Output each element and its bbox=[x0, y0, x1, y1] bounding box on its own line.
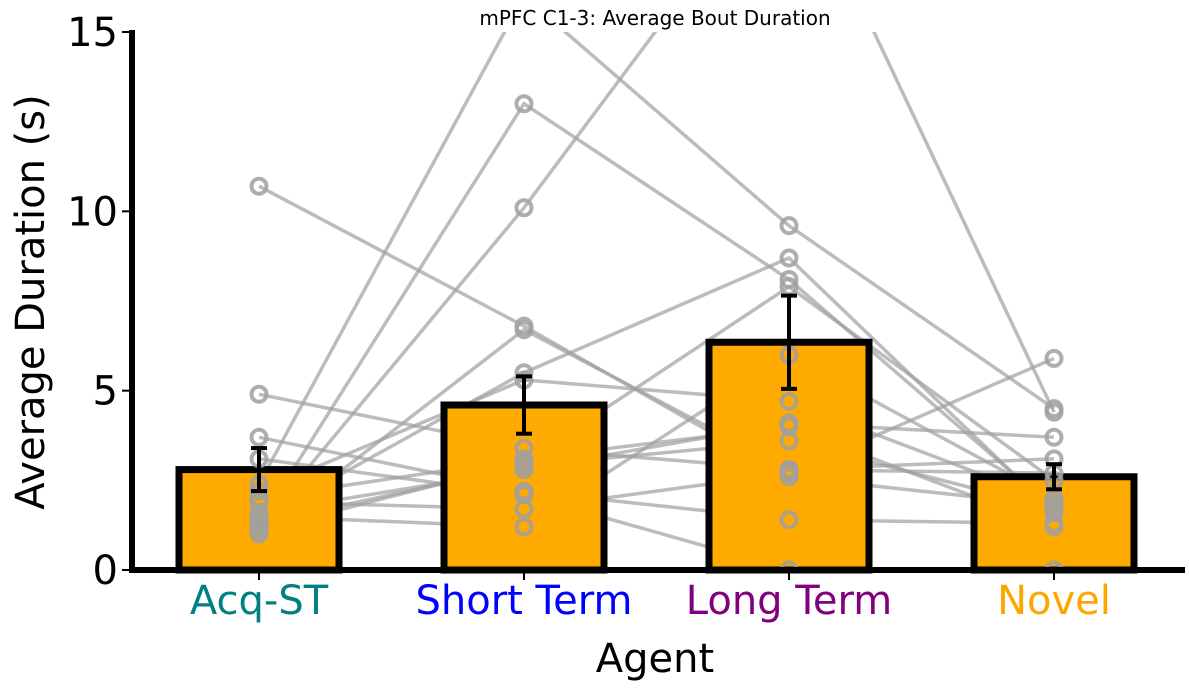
x-tick-label: Short Term bbox=[415, 578, 632, 624]
subject-line bbox=[258, 435, 1055, 526]
subject-point bbox=[249, 492, 269, 512]
subject-point bbox=[249, 521, 269, 541]
subject-point bbox=[1044, 499, 1064, 519]
subject-point bbox=[514, 499, 534, 519]
axes bbox=[129, 30, 1185, 573]
y-tick-label: 15 bbox=[67, 10, 118, 56]
error-bars bbox=[251, 293, 1062, 494]
subject-point bbox=[514, 198, 534, 218]
y-tick-label: 5 bbox=[93, 369, 118, 415]
subject-point bbox=[1044, 399, 1064, 419]
subject-point bbox=[249, 427, 269, 447]
x-ticks: Acq-ST Short Term Long Term Novel bbox=[190, 570, 1111, 624]
subject-point bbox=[779, 510, 799, 530]
subject-line bbox=[257, 32, 1056, 529]
y-ticks: 0 5 10 15 bbox=[67, 10, 132, 594]
subject-point bbox=[249, 384, 269, 404]
subject-point bbox=[1044, 348, 1064, 368]
subject-line bbox=[258, 356, 1055, 511]
subject-lines bbox=[257, 32, 1056, 570]
subject-point bbox=[1044, 427, 1064, 447]
y-axis-label: Average Duration (s) bbox=[8, 94, 54, 509]
subject-line bbox=[257, 32, 1055, 485]
subject-point bbox=[779, 463, 799, 483]
subject-line bbox=[257, 101, 1056, 525]
subject-line bbox=[257, 327, 1055, 536]
x-tick-label: Long Term bbox=[686, 578, 892, 624]
subject-point bbox=[779, 216, 799, 236]
subject-point bbox=[514, 320, 534, 340]
subject-line bbox=[258, 284, 1056, 533]
x-axis-label: Agent bbox=[596, 636, 714, 682]
subject-line bbox=[258, 352, 1055, 529]
subject-point bbox=[1044, 492, 1064, 512]
subject-point bbox=[779, 431, 799, 451]
subject-point bbox=[779, 391, 799, 411]
subject-line bbox=[258, 392, 1055, 475]
subject-points bbox=[249, 94, 1064, 570]
y-tick-label: 10 bbox=[67, 189, 118, 235]
subject-point bbox=[514, 452, 534, 472]
y-tick-label: 0 bbox=[93, 548, 118, 594]
subject-point bbox=[514, 517, 534, 537]
subject-point bbox=[249, 503, 269, 523]
subject-point bbox=[514, 94, 534, 114]
x-tick-label: Novel bbox=[997, 578, 1111, 624]
subject-point bbox=[779, 413, 799, 433]
subject-line bbox=[258, 421, 1055, 515]
subject-point bbox=[779, 560, 799, 570]
subject-line bbox=[258, 457, 1054, 570]
subject-point bbox=[249, 176, 269, 196]
subject-point bbox=[779, 269, 799, 289]
subject-point bbox=[1044, 560, 1064, 570]
chart-title: mPFC C1-3: Average Bout Duration bbox=[479, 6, 830, 30]
subject-point bbox=[779, 248, 799, 268]
x-tick-label: Acq-ST bbox=[190, 578, 329, 624]
subject-line bbox=[258, 378, 1055, 504]
subject-point bbox=[249, 513, 269, 533]
